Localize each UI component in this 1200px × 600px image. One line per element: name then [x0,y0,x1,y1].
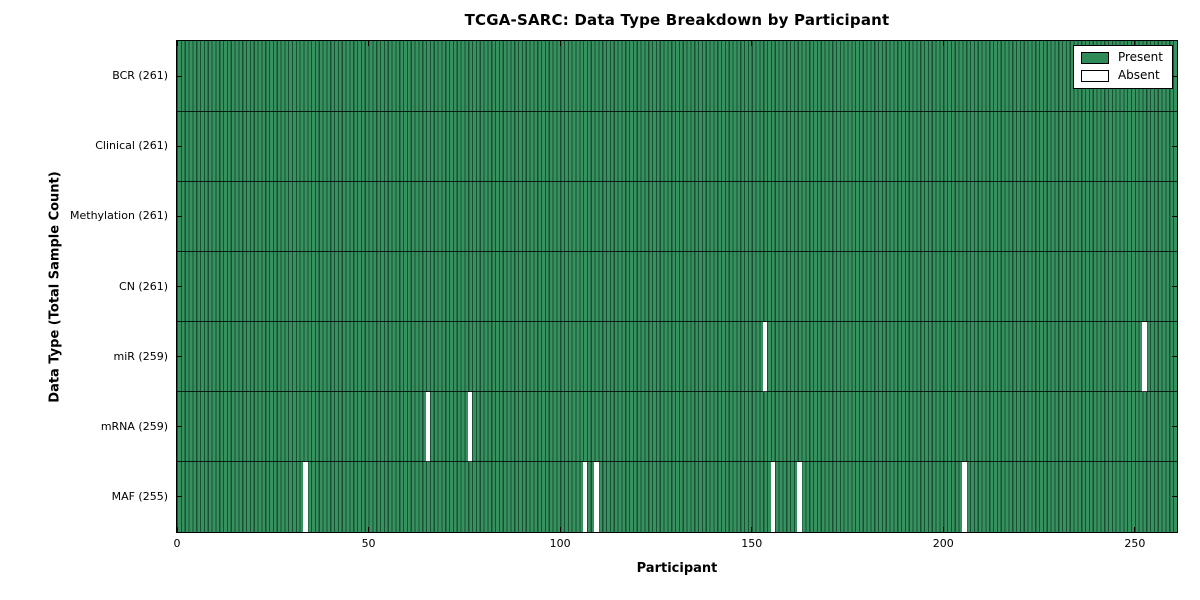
absent-gap [770,461,776,532]
x-tick [751,41,753,46]
matrix-row-methylation [177,181,1177,252]
matrix-row-mir [177,321,1177,392]
y-tick [177,426,182,428]
x-tick [942,41,944,46]
y-tick [1172,286,1177,287]
row-label: Clinical (261) [95,139,168,153]
x-tick [1134,41,1136,46]
x-tick [368,41,370,46]
y-tick [1172,496,1177,498]
x-tick [559,527,561,532]
absent-gap [797,461,802,532]
row-label: BCR (261) [112,69,168,83]
x-tick [176,527,178,532]
row-label: miR (259) [113,349,169,363]
row-label: mRNA (259) [100,419,168,433]
legend-label-absent: Absent [1117,68,1160,82]
plot-area: Present Absent [176,40,1178,533]
y-tick [1172,145,1177,147]
row-boundary-line [177,391,1177,393]
legend: Present Absent [1072,45,1173,89]
y-tick [177,215,182,217]
x-tick [1134,527,1136,532]
absent-gap [467,391,473,462]
y-tick [1172,426,1177,428]
matrix-row-bcr [177,41,1177,112]
chart-title: TCGA-SARC: Data Type Breakdown by Partic… [464,11,890,29]
x-tick [942,527,944,532]
legend-item-absent: Absent [1080,68,1163,82]
legend-label-present: Present [1117,50,1163,64]
row-boundary-line [177,180,1177,182]
row-label: Methylation (261) [70,209,168,223]
row-label: CN (261) [119,279,168,293]
y-tick [1172,75,1177,77]
x-tick-label: 250 [1124,537,1146,550]
y-tick [177,145,182,147]
absent-swatch-icon [1080,69,1109,82]
x-tick [368,527,370,532]
y-tick [177,286,182,287]
y-tick-labels: BCR (261) Clinical (261) Methylation (261)… [0,41,168,532]
x-tick [559,41,561,46]
absent-gap [962,461,967,532]
y-tick [1172,215,1177,217]
x-tick [751,527,753,532]
absent-gap [763,321,768,392]
x-tick-label: 100 [549,537,571,550]
legend-item-present: Present [1080,50,1163,64]
row-label: MAF (255) [111,489,168,503]
y-tick [177,356,182,358]
row-boundary-line [177,321,1177,323]
x-tick [176,41,178,46]
absent-gap [582,461,588,532]
y-tick [1172,356,1177,358]
row-boundary-line [177,250,1177,252]
matrix-row-cn [177,251,1177,322]
x-tick-label: 50 [361,537,376,550]
absent-gap [425,391,431,462]
row-boundary-line [177,110,1177,112]
x-tick-labels: 0 50 100 150 200 250 [173,537,1177,553]
x-tick-label: 150 [741,537,763,550]
y-tick [177,496,182,498]
x-tick-label: 200 [932,537,954,550]
present-swatch-icon [1080,51,1109,64]
x-axis-label: Participant [636,561,718,576]
matrix-row-maf [177,461,1177,532]
matrix-row-clinical [177,111,1177,182]
row-boundary-line [177,461,1177,463]
matrix-row-mrna [177,391,1177,462]
absent-gap [1142,321,1147,392]
absent-gap [303,461,308,532]
x-tick-label: 0 [173,537,181,550]
y-tick [177,75,182,77]
absent-gap [594,461,599,532]
